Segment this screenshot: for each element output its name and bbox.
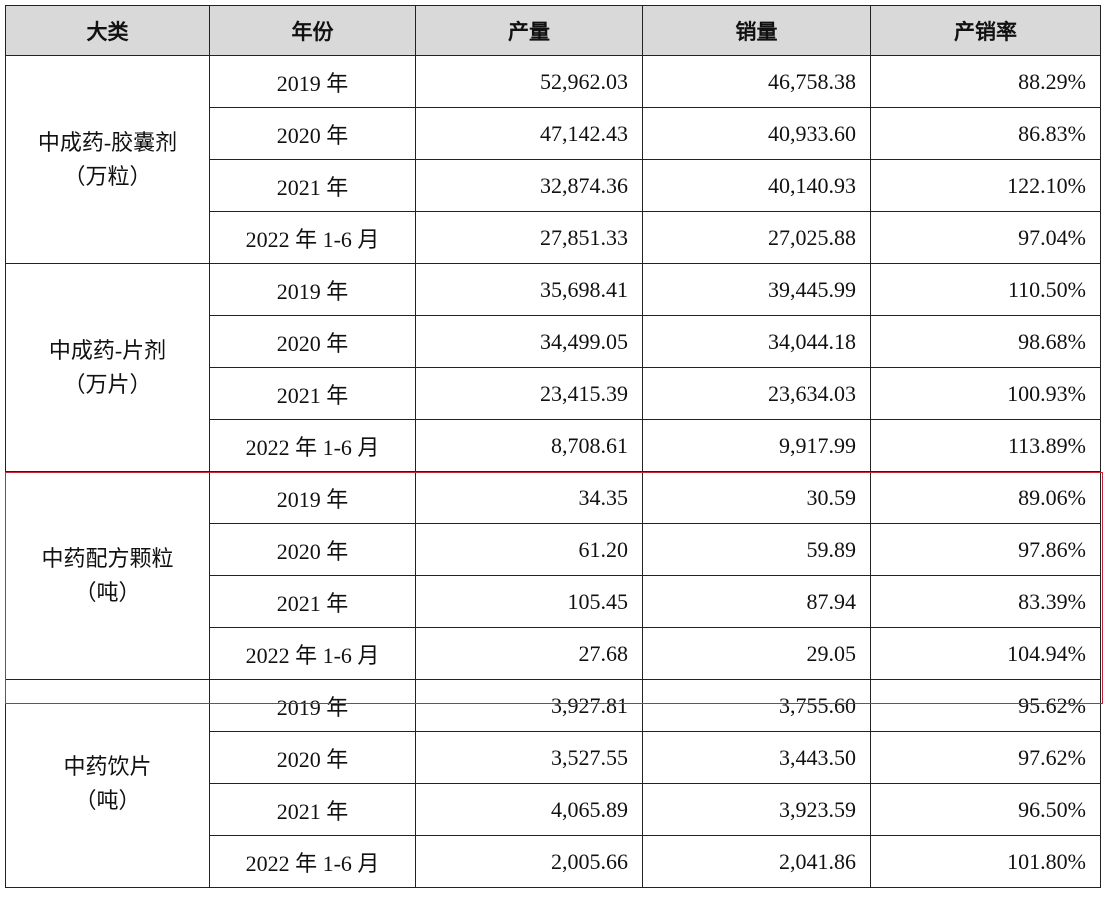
value-cell: 46,758.38 xyxy=(642,55,871,108)
value-cell: 105.45 xyxy=(415,575,643,628)
category-name: 中成药-片剂 xyxy=(48,337,167,363)
header-cell: 大类 xyxy=(5,5,210,56)
category-cell: 中药配方颗粒 （吨） xyxy=(5,471,210,680)
value-cell: 3,443.50 xyxy=(642,731,871,784)
year-cell: 2022 年 1-6 月 xyxy=(209,627,416,680)
year-cell: 2022 年 1-6 月 xyxy=(209,835,416,888)
value-cell: 97.86% xyxy=(870,523,1101,576)
value-cell: 122.10% xyxy=(870,159,1101,212)
category-unit: （万粒） xyxy=(63,163,152,189)
year-cell: 2019 年 xyxy=(209,55,416,108)
value-cell: 3,927.81 xyxy=(415,679,643,732)
value-cell: 88.29% xyxy=(870,55,1101,108)
value-cell: 34.35 xyxy=(415,471,643,524)
year-cell: 2019 年 xyxy=(209,263,416,316)
value-cell: 86.83% xyxy=(870,107,1101,160)
value-cell: 95.62% xyxy=(870,679,1101,732)
header-cell: 产销率 xyxy=(870,5,1101,56)
category-cell: 中成药-片剂 （万片） xyxy=(5,263,210,472)
data-row: 2021 年 4,065.89 3,923.59 96.50% xyxy=(6,783,1101,836)
value-cell: 2,005.66 xyxy=(415,835,643,888)
value-cell: 3,923.59 xyxy=(642,783,871,836)
value-cell: 100.93% xyxy=(870,367,1101,420)
value-cell: 34,499.05 xyxy=(415,315,643,368)
data-row: 2020 年 34,499.05 34,044.18 98.68% xyxy=(6,315,1101,368)
year-cell: 2020 年 xyxy=(209,731,416,784)
category-unit: （万片） xyxy=(63,371,152,397)
value-cell: 52,962.03 xyxy=(415,55,643,108)
value-cell: 89.06% xyxy=(870,471,1101,524)
value-cell: 39,445.99 xyxy=(642,263,871,316)
value-cell: 35,698.41 xyxy=(415,263,643,316)
header-row: 大类 年份 产量 销量 产销率 xyxy=(5,5,1101,56)
value-cell: 61.20 xyxy=(415,523,643,576)
value-cell: 101.80% xyxy=(870,835,1101,888)
header-cell: 年份 xyxy=(209,5,416,56)
category-cell: 中药饮片 （吨） xyxy=(5,679,210,888)
value-cell: 9,917.99 xyxy=(642,419,871,472)
data-row: 2022 年 1-6 月 2,005.66 2,041.86 101.80% xyxy=(6,835,1101,888)
value-cell: 30.59 xyxy=(642,471,871,524)
value-cell: 3,527.55 xyxy=(415,731,643,784)
data-row: 2021 年 23,415.39 23,634.03 100.93% xyxy=(6,367,1101,420)
value-cell: 40,933.60 xyxy=(642,107,871,160)
data-row: 中成药-片剂 （万片） 2019 年 35,698.41 39,445.99 110.50… xyxy=(5,263,1101,472)
data-row: 中成药-胶囊剂 （万粒） 2019 年 52,962.03 46,758.38 88.29… xyxy=(5,55,1101,264)
value-cell: 83.39% xyxy=(870,575,1101,628)
year-cell: 2021 年 xyxy=(209,575,416,628)
table-body: 中成药-胶囊剂 （万粒） 2019 年 52,962.03 46,758.38 88.29… xyxy=(5,55,1101,888)
year-cell: 2022 年 1-6 月 xyxy=(209,211,416,264)
category-unit: （吨） xyxy=(74,579,141,605)
data-row: 2022 年 1-6 月 27.68 29.05 104.94% xyxy=(6,627,1101,680)
value-cell: 47,142.43 xyxy=(415,107,643,160)
value-cell: 97.04% xyxy=(870,211,1101,264)
value-cell: 59.89 xyxy=(642,523,871,576)
header-cell: 销量 xyxy=(642,5,871,56)
value-cell: 34,044.18 xyxy=(642,315,871,368)
year-cell: 2020 年 xyxy=(209,523,416,576)
value-cell: 27,025.88 xyxy=(642,211,871,264)
category-name: 中药饮片 xyxy=(63,753,152,779)
year-cell: 2019 年 xyxy=(209,679,416,732)
value-cell: 23,415.39 xyxy=(415,367,643,420)
value-cell: 40,140.93 xyxy=(642,159,871,212)
data-row: 2020 年 3,527.55 3,443.50 97.62% xyxy=(6,731,1101,784)
header-cell: 产量 xyxy=(415,5,643,56)
value-cell: 96.50% xyxy=(870,783,1101,836)
value-cell: 110.50% xyxy=(870,263,1101,316)
value-cell: 23,634.03 xyxy=(642,367,871,420)
value-cell: 29.05 xyxy=(642,627,871,680)
category-name: 中成药-胶囊剂 xyxy=(37,129,178,155)
year-cell: 2020 年 xyxy=(209,315,416,368)
value-cell: 2,041.86 xyxy=(642,835,871,888)
value-cell: 27.68 xyxy=(415,627,643,680)
category-cell: 中成药-胶囊剂 （万粒） xyxy=(5,55,210,264)
year-cell: 2021 年 xyxy=(209,159,416,212)
data-row: 2020 年 61.20 59.89 97.86% xyxy=(6,523,1101,576)
data-row: 中药配方颗粒 （吨） 2019 年 34.35 30.59 89.06% xyxy=(5,471,1101,680)
year-cell: 2020 年 xyxy=(209,107,416,160)
value-cell: 87.94 xyxy=(642,575,871,628)
category-unit: （吨） xyxy=(74,787,141,813)
value-cell: 97.62% xyxy=(870,731,1101,784)
value-cell: 32,874.36 xyxy=(415,159,643,212)
value-cell: 27,851.33 xyxy=(415,211,643,264)
value-cell: 8,708.61 xyxy=(415,419,643,472)
year-cell: 2021 年 xyxy=(209,367,416,420)
category-name: 中药配方颗粒 xyxy=(41,545,174,571)
data-row: 2022 年 1-6 月 8,708.61 9,917.99 113.89% xyxy=(6,419,1101,472)
value-cell: 98.68% xyxy=(870,315,1101,368)
data-row: 中药饮片 （吨） 2019 年 3,927.81 3,755.60 95.62% xyxy=(5,679,1101,888)
value-cell: 3,755.60 xyxy=(642,679,871,732)
value-cell: 104.94% xyxy=(870,627,1101,680)
production-sales-table: 大类 年份 产量 销量 产销率 中成药-胶囊剂 （万粒） 2019 年 52,962.03 46… xyxy=(5,5,1101,888)
value-cell: 113.89% xyxy=(870,419,1101,472)
year-cell: 2021 年 xyxy=(209,783,416,836)
value-cell: 4,065.89 xyxy=(415,783,643,836)
data-row: 2022 年 1-6 月 27,851.33 27,025.88 97.04% xyxy=(6,211,1101,264)
year-cell: 2022 年 1-6 月 xyxy=(209,419,416,472)
year-cell: 2019 年 xyxy=(209,471,416,524)
